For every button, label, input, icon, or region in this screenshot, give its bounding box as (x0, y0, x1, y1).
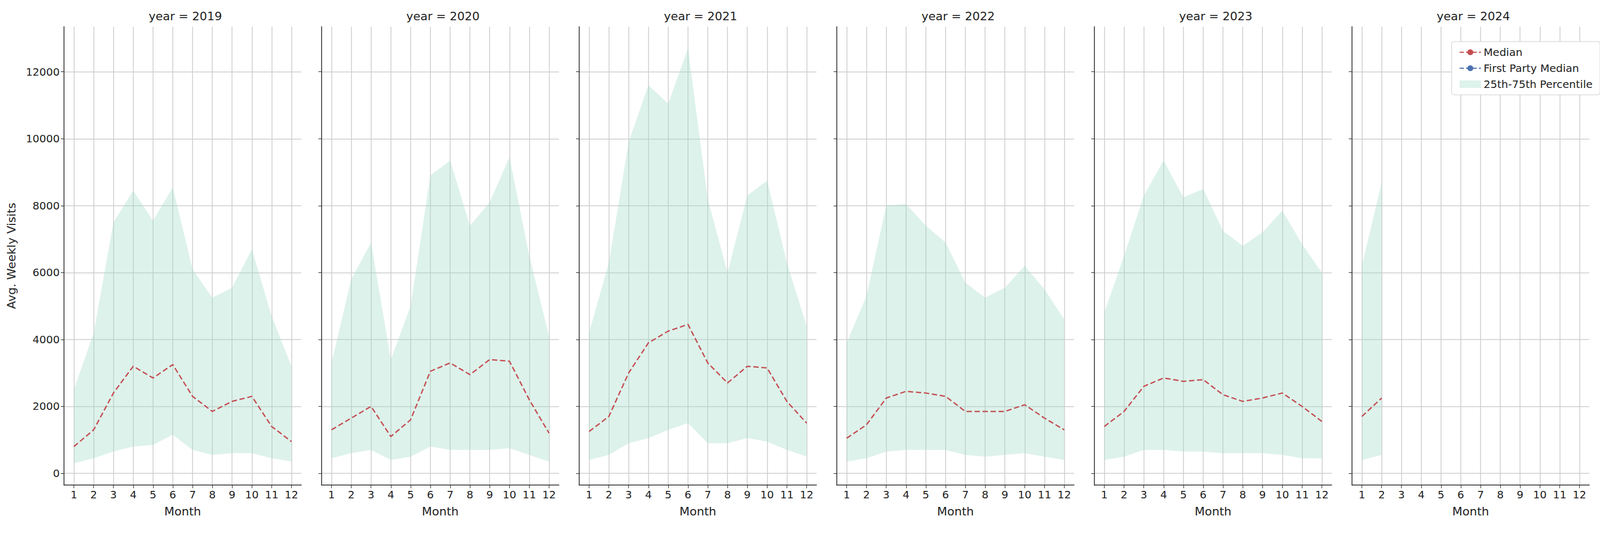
svg-text:25th-75th Percentile: 25th-75th Percentile (1483, 77, 1593, 91)
svg-text:10: 10 (760, 488, 774, 502)
svg-text:11: 11 (265, 488, 279, 502)
svg-text:9: 9 (744, 488, 751, 502)
svg-text:3: 3 (109, 488, 117, 502)
svg-text:4: 4 (902, 488, 910, 502)
svg-text:2: 2 (862, 488, 870, 502)
svg-text:9: 9 (1259, 488, 1267, 502)
svg-text:8000: 8000 (32, 199, 60, 213)
svg-text:Month: Month (1452, 505, 1490, 519)
svg-text:year = 2023: year = 2023 (1179, 9, 1253, 23)
svg-text:5: 5 (1437, 488, 1445, 502)
svg-text:1: 1 (843, 488, 851, 502)
svg-text:11: 11 (780, 488, 794, 502)
svg-text:6: 6 (1457, 488, 1465, 502)
svg-text:6: 6 (1200, 488, 1207, 502)
svg-text:2: 2 (90, 488, 98, 502)
svg-text:6000: 6000 (32, 266, 60, 279)
svg-text:6: 6 (169, 488, 177, 502)
svg-text:year = 2022: year = 2022 (921, 9, 996, 23)
svg-text:2000: 2000 (32, 400, 60, 413)
svg-text:12: 12 (800, 488, 814, 502)
svg-text:0: 0 (52, 467, 60, 480)
svg-text:11: 11 (1295, 488, 1309, 502)
svg-text:3: 3 (625, 488, 632, 502)
svg-text:6: 6 (427, 488, 435, 502)
svg-text:6: 6 (942, 488, 950, 502)
svg-text:7: 7 (446, 488, 454, 502)
svg-text:7: 7 (1477, 488, 1485, 502)
svg-text:2: 2 (1378, 488, 1386, 502)
svg-text:4: 4 (1160, 488, 1167, 502)
svg-text:9: 9 (486, 488, 494, 502)
svg-text:12: 12 (542, 488, 556, 502)
svg-text:9: 9 (1516, 488, 1524, 502)
svg-text:9: 9 (1001, 488, 1009, 502)
svg-text:4: 4 (129, 488, 137, 502)
svg-text:Month: Month (421, 505, 459, 519)
svg-text:5: 5 (665, 488, 672, 502)
svg-text:5: 5 (1180, 488, 1188, 502)
svg-text:10: 10 (1275, 488, 1290, 502)
svg-text:1: 1 (585, 488, 593, 502)
svg-text:Month: Month (679, 505, 717, 519)
svg-text:Avg. Weekly Visits: Avg. Weekly Visits (4, 202, 19, 309)
svg-text:7: 7 (189, 488, 197, 502)
svg-text:1: 1 (328, 488, 335, 502)
svg-text:3: 3 (1140, 488, 1148, 502)
svg-text:4: 4 (1417, 488, 1425, 502)
svg-text:1: 1 (1358, 488, 1366, 502)
svg-text:8: 8 (1239, 488, 1247, 502)
svg-text:7: 7 (962, 488, 970, 502)
svg-text:4000: 4000 (32, 333, 60, 347)
svg-text:2: 2 (1120, 488, 1128, 502)
svg-text:5: 5 (149, 488, 157, 502)
svg-text:10: 10 (245, 488, 259, 502)
svg-text:3: 3 (882, 488, 890, 502)
svg-text:4: 4 (387, 488, 395, 502)
svg-text:8: 8 (981, 488, 989, 502)
svg-text:10000: 10000 (25, 132, 60, 146)
svg-text:3: 3 (1397, 488, 1405, 502)
svg-text:1: 1 (1100, 488, 1108, 502)
svg-text:6: 6 (684, 488, 692, 502)
svg-text:5: 5 (407, 488, 415, 502)
svg-text:8: 8 (209, 488, 216, 502)
svg-text:11: 11 (1553, 488, 1567, 502)
svg-text:year = 2021: year = 2021 (664, 9, 738, 23)
svg-text:11: 11 (1037, 488, 1052, 502)
svg-text:Month: Month (1194, 505, 1232, 519)
svg-text:10: 10 (502, 488, 517, 502)
svg-text:12: 12 (284, 488, 299, 502)
svg-text:10: 10 (1018, 488, 1032, 502)
svg-text:4: 4 (644, 488, 652, 502)
svg-text:12000: 12000 (25, 65, 60, 79)
svg-text:year = 2020: year = 2020 (406, 9, 480, 23)
svg-text:7: 7 (704, 488, 712, 502)
svg-text:2: 2 (347, 488, 355, 502)
svg-text:11: 11 (522, 488, 536, 502)
svg-text:12: 12 (1057, 488, 1071, 502)
svg-text:8: 8 (724, 488, 732, 502)
svg-text:8: 8 (466, 488, 474, 502)
svg-text:First Party Median: First Party Median (1483, 61, 1580, 75)
svg-text:9: 9 (228, 488, 236, 502)
svg-text:Month: Month (937, 505, 974, 519)
svg-text:1: 1 (70, 488, 78, 502)
svg-text:7: 7 (1219, 488, 1227, 502)
svg-text:Median: Median (1483, 45, 1523, 59)
svg-text:8: 8 (1497, 488, 1504, 502)
svg-text:12: 12 (1315, 488, 1329, 502)
svg-text:12: 12 (1572, 488, 1587, 502)
svg-text:3: 3 (367, 488, 375, 502)
svg-text:2: 2 (605, 488, 613, 502)
svg-text:year = 2024: year = 2024 (1436, 9, 1511, 23)
svg-text:year = 2019: year = 2019 (148, 9, 223, 23)
svg-text:10: 10 (1533, 488, 1547, 502)
svg-text:Month: Month (164, 505, 202, 519)
svg-text:5: 5 (922, 488, 930, 502)
